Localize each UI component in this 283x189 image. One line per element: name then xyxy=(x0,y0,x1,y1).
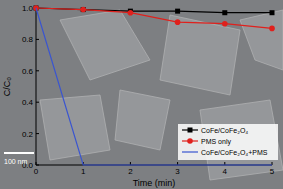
y-tick-label: 0.6 xyxy=(22,67,34,76)
marker xyxy=(222,21,228,27)
x-tick-label: 2 xyxy=(128,167,133,176)
series-line xyxy=(36,8,272,28)
annotation: 100 nm xyxy=(4,158,28,165)
legend-marker xyxy=(187,138,193,144)
marker xyxy=(270,10,275,15)
legend-box xyxy=(178,124,278,160)
x-axis-label: Time (min) xyxy=(133,178,176,188)
marker xyxy=(175,19,181,25)
y-tick xyxy=(36,39,39,40)
x-tick-label: 1 xyxy=(81,167,86,176)
legend-marker xyxy=(188,128,193,133)
marker xyxy=(128,10,134,16)
marker xyxy=(269,26,275,32)
x-tick xyxy=(36,162,37,165)
marker xyxy=(81,7,86,12)
y-tick-label: 0.2 xyxy=(22,130,34,139)
background xyxy=(0,0,283,189)
x-tick-label: 4 xyxy=(223,167,228,176)
legend-label: CoFe/CoFe₂O₄ xyxy=(201,127,248,134)
crystal xyxy=(160,15,240,95)
x-tick-label: 3 xyxy=(175,167,180,176)
scale-bar xyxy=(4,152,34,154)
y-axis-label: C/C₀ xyxy=(2,77,12,96)
x-tick-label: 0 xyxy=(34,167,39,176)
marker xyxy=(175,9,180,14)
crystal xyxy=(240,10,283,70)
x-tick-label: 5 xyxy=(270,167,275,176)
y-tick-label: 1.0 xyxy=(22,4,34,13)
y-tick xyxy=(36,70,39,71)
crystal xyxy=(40,95,110,160)
y-tick-label: 0.8 xyxy=(22,35,34,44)
marker xyxy=(222,10,227,15)
y-tick xyxy=(36,102,39,103)
legend-line xyxy=(182,151,198,152)
crystal xyxy=(60,10,150,80)
y-tick-label: 0.4 xyxy=(22,98,34,107)
marker xyxy=(80,7,86,13)
y-tick xyxy=(36,133,39,134)
y-axis xyxy=(36,8,37,165)
legend-label: CoFe/CoFe₂O₄+PMS xyxy=(201,149,268,156)
legend-label: PMS only xyxy=(201,138,231,146)
crystal xyxy=(115,90,170,150)
